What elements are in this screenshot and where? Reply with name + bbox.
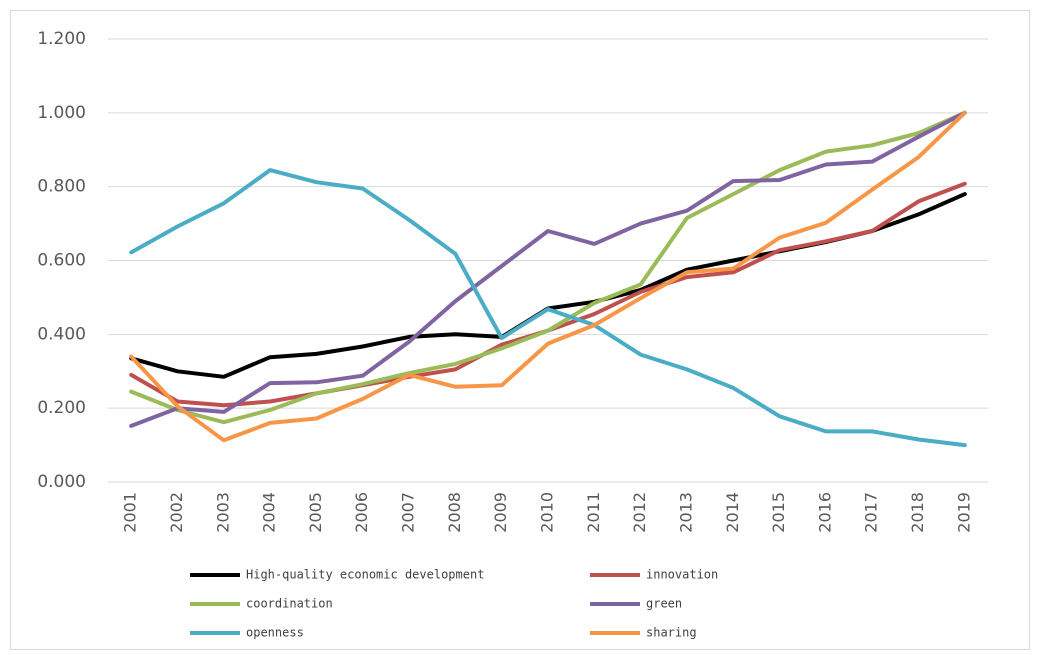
x-tick-label: 2006: [352, 492, 371, 533]
y-tick-label: 0.800: [37, 177, 86, 197]
y-tick-label: 1.200: [37, 29, 86, 49]
x-tick-label: 2012: [630, 492, 649, 533]
x-tick-label: 2019: [954, 492, 973, 533]
series-line: [129, 110, 967, 425]
legend-label: coordination: [246, 597, 333, 611]
x-tick-label: 2017: [862, 492, 881, 533]
chart-border: [10, 10, 1030, 650]
x-tick-label: 2009: [491, 492, 510, 533]
y-tick-label: 0.200: [37, 398, 86, 418]
x-tick-label: 2002: [167, 492, 186, 533]
y-tick-label: 0.400: [37, 324, 86, 344]
legend-label: sharing: [646, 626, 697, 640]
x-tick-label: 2004: [260, 492, 279, 533]
y-tick-label: 0.600: [37, 251, 86, 271]
x-tick-label: 2008: [445, 492, 464, 533]
legend-label: High-quality economic development: [246, 568, 484, 582]
legend-label: openness: [246, 626, 304, 640]
x-tick-label: 2010: [538, 492, 557, 533]
y-tick-label: 0.000: [37, 472, 86, 492]
series-line: [129, 110, 967, 428]
x-tick-label: 2005: [306, 492, 325, 533]
legend-label: innovation: [646, 568, 718, 582]
series-line: [129, 168, 967, 448]
legend-label: green: [646, 597, 682, 611]
x-tick-label: 2003: [213, 492, 232, 533]
y-tick-label: 1.000: [37, 103, 86, 123]
series-line: [129, 110, 967, 443]
x-tick-label: 2014: [723, 492, 742, 533]
x-tick-label: 2018: [908, 492, 927, 533]
x-tick-label: 2015: [769, 492, 788, 533]
x-tick-label: 2016: [815, 492, 834, 533]
x-tick-label: 2011: [584, 492, 603, 533]
x-tick-label: 2013: [676, 492, 695, 533]
x-tick-label: 2001: [121, 492, 140, 533]
x-tick-label: 2007: [399, 492, 418, 533]
